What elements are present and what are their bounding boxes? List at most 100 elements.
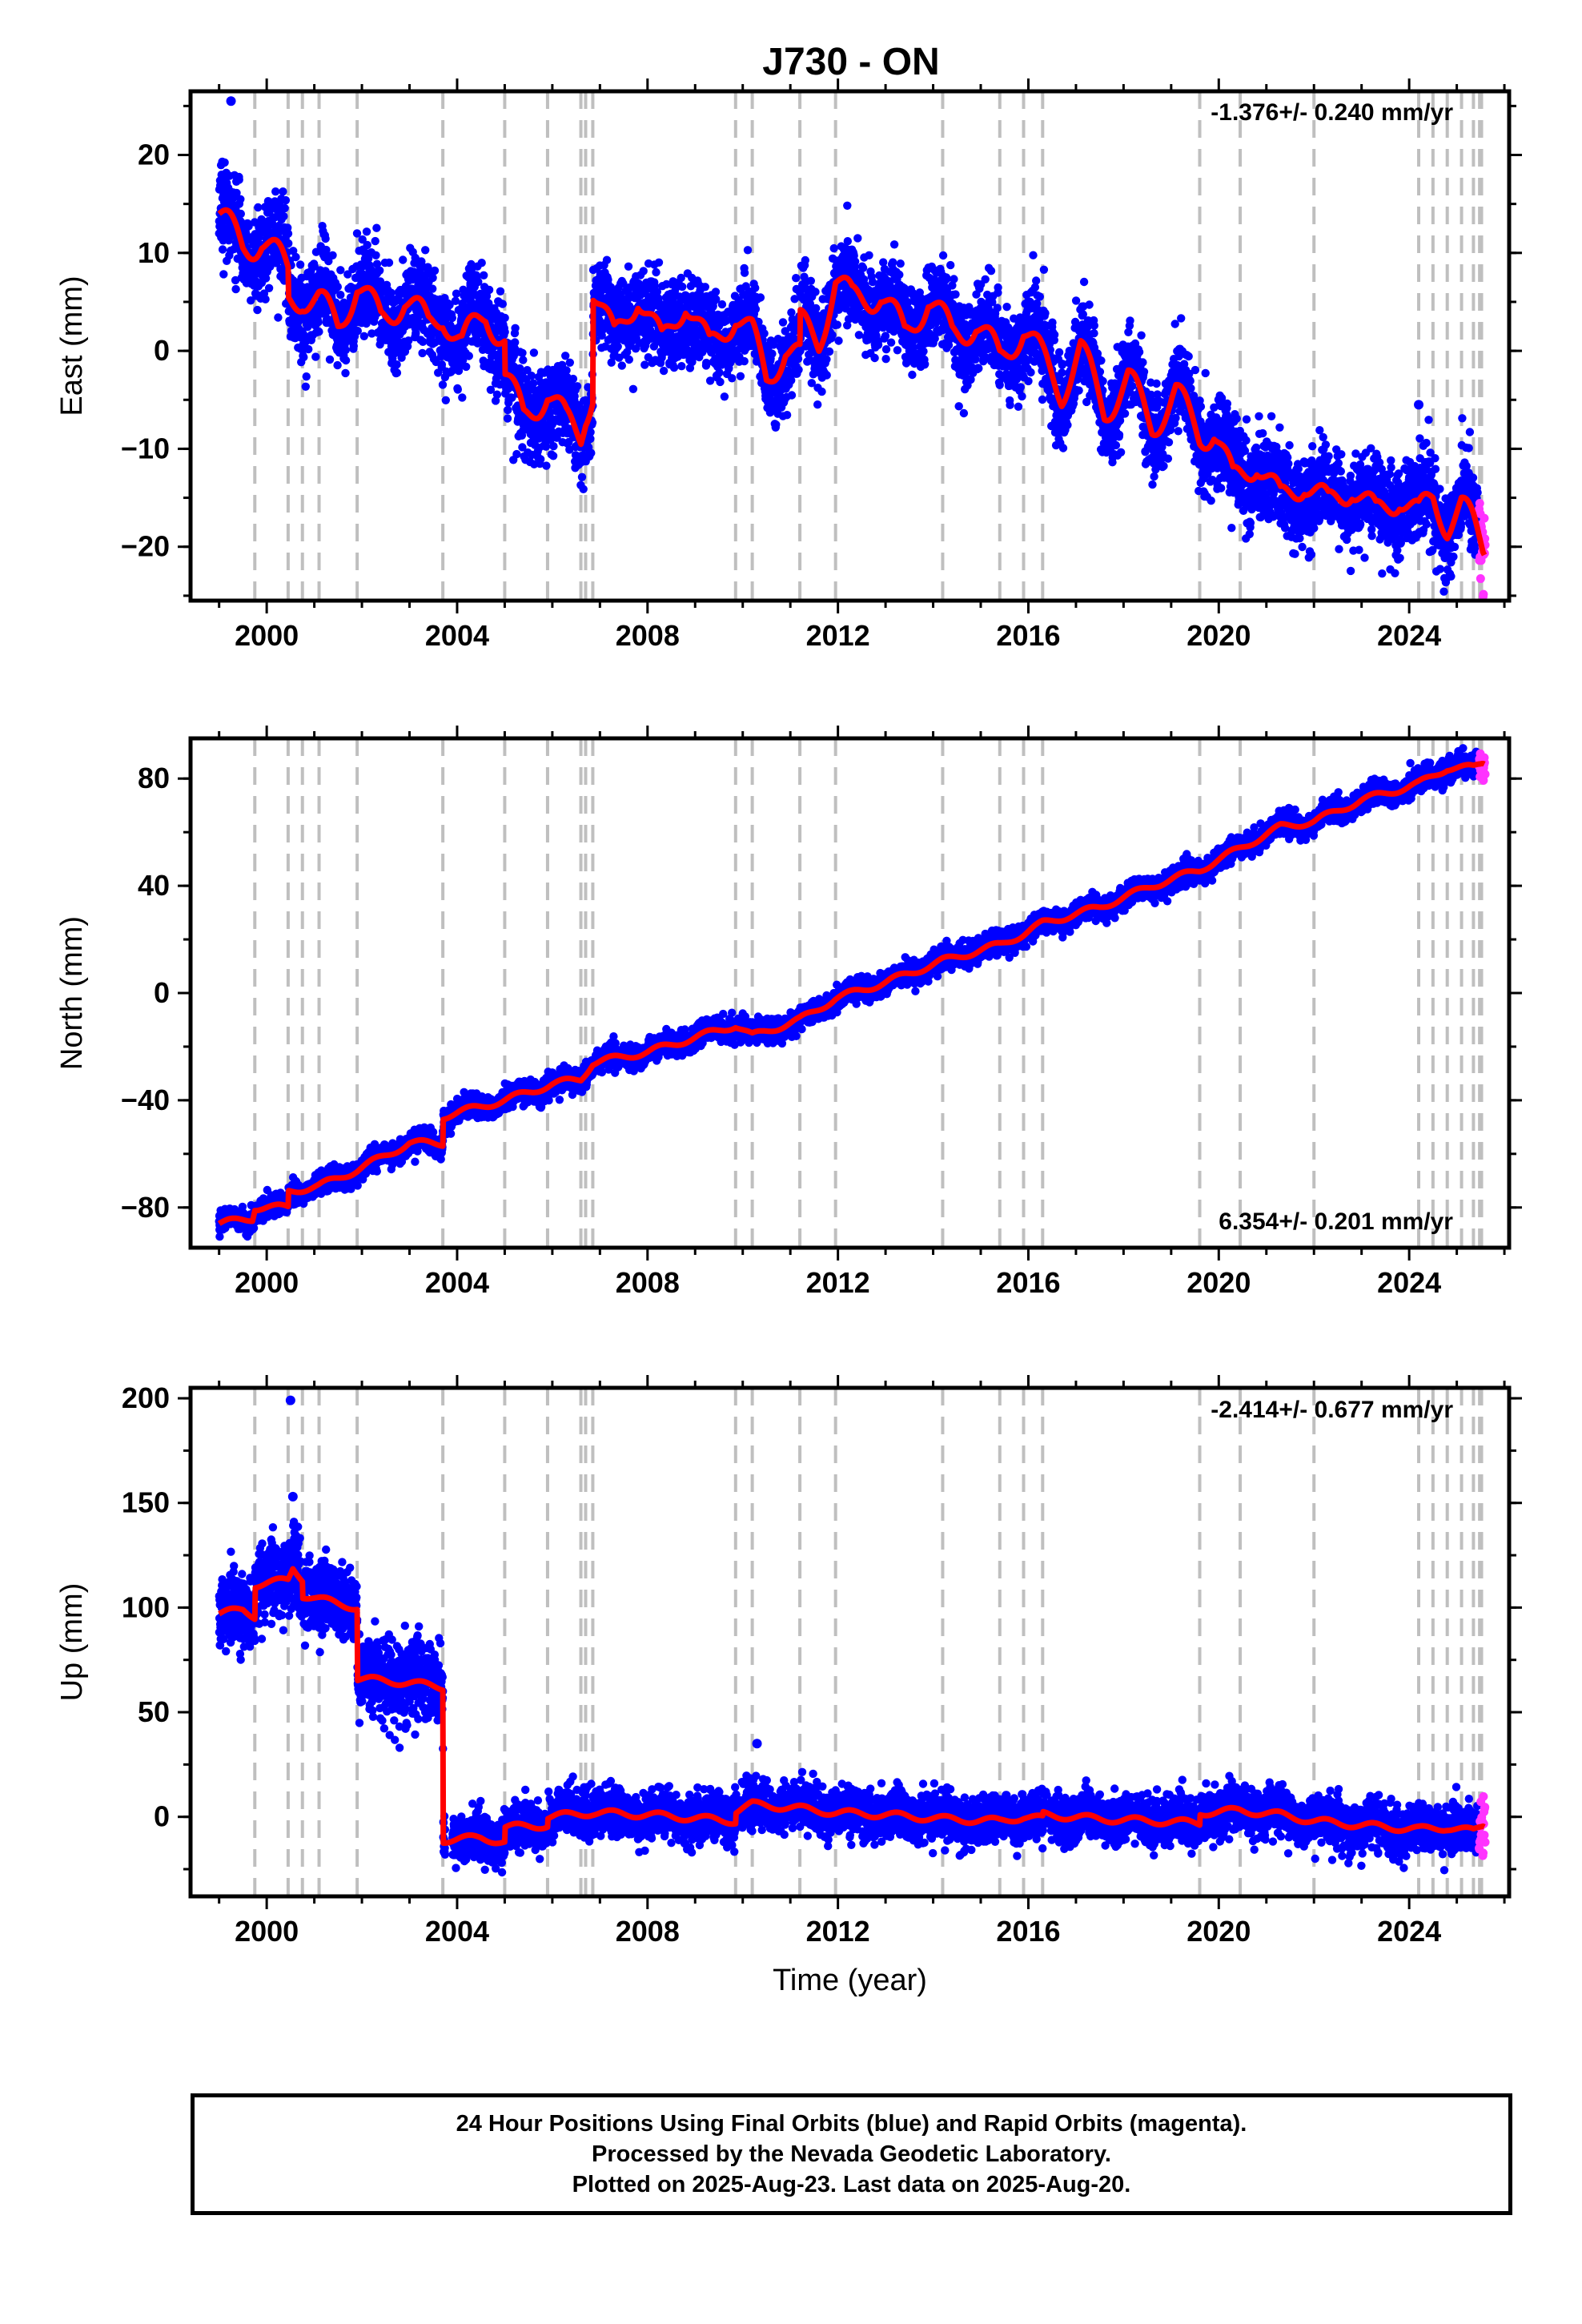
data-point [995, 380, 1004, 389]
data-point [829, 243, 838, 253]
data-point [772, 420, 781, 429]
data-point [343, 270, 352, 279]
data-point [458, 393, 467, 402]
data-point [946, 260, 955, 270]
data-point [274, 313, 283, 322]
data-point [565, 358, 574, 367]
data-point [421, 246, 430, 255]
data-point [235, 175, 243, 184]
data-point [886, 338, 896, 347]
data-point [834, 336, 843, 345]
data-point [295, 260, 305, 269]
data-point [893, 346, 902, 355]
data-point [448, 313, 456, 323]
data-point [236, 195, 245, 203]
data-point [659, 366, 669, 376]
data-point [492, 390, 502, 399]
data-point [552, 433, 561, 442]
data-point [854, 331, 864, 340]
data-point [921, 360, 930, 368]
data-point [577, 472, 587, 481]
data-point [264, 283, 274, 292]
data-point [281, 195, 291, 205]
data-point [279, 211, 288, 221]
data-point [283, 229, 293, 238]
data-point [404, 336, 413, 345]
data-point [640, 360, 649, 369]
data-point [677, 362, 686, 371]
data-point [503, 414, 512, 423]
data-point [1038, 395, 1047, 404]
data-point [812, 304, 821, 313]
data-point [938, 251, 948, 260]
data-point [1039, 265, 1049, 274]
data-point [701, 283, 709, 292]
final-orbit-points [215, 96, 1483, 601]
data-point [371, 236, 379, 246]
data-point [322, 245, 331, 255]
data-point [652, 267, 661, 277]
data-point [500, 313, 509, 323]
data-point [994, 283, 1002, 292]
data-point [341, 356, 351, 365]
data-point [529, 348, 539, 357]
data-point [889, 240, 899, 249]
data-point [822, 371, 831, 380]
data-point [715, 368, 724, 377]
data-point [828, 331, 837, 340]
data-point [743, 246, 753, 255]
data-point [865, 251, 873, 259]
data-point [424, 263, 432, 271]
data-point [453, 385, 462, 394]
data-point [464, 352, 473, 360]
data-point [451, 296, 460, 305]
data-point [756, 293, 765, 302]
data-point [579, 485, 588, 493]
data-point [271, 187, 280, 196]
data-point [1006, 400, 1014, 409]
data-point [1035, 292, 1045, 301]
data-point [508, 393, 516, 402]
data-point [512, 449, 521, 459]
data-point [787, 391, 797, 400]
data-point [384, 258, 394, 267]
data-point [254, 203, 263, 212]
data-point [1058, 444, 1068, 452]
data-point [782, 411, 792, 420]
data-point [311, 247, 321, 256]
data-point [236, 209, 245, 219]
data-point [372, 259, 382, 268]
data-point [519, 356, 528, 364]
data-point [981, 275, 990, 283]
data-point [587, 448, 596, 457]
east-panel: 2000 2004 2008 2012 2016 2020 202420100−10−20E… [55, 78, 1522, 652]
data-point [482, 292, 492, 300]
data-point [959, 408, 969, 418]
data-point [548, 452, 558, 460]
data-point [441, 396, 450, 404]
data-point [536, 455, 545, 464]
data-point [806, 276, 815, 285]
data-point [1050, 330, 1059, 340]
data-point [299, 352, 308, 362]
data-point [628, 384, 638, 393]
data-point [328, 251, 337, 259]
data-point [496, 287, 505, 296]
data-point [500, 328, 509, 336]
data-point [950, 275, 958, 283]
data-point [793, 354, 803, 364]
data-point [511, 324, 520, 332]
data-point [244, 222, 253, 231]
data-point [822, 355, 831, 364]
data-point [881, 355, 890, 364]
data-point [1014, 402, 1023, 411]
data-point [333, 283, 342, 292]
data-point [430, 266, 440, 275]
data-point [654, 258, 664, 267]
data-point [528, 379, 538, 388]
data-point [224, 234, 234, 243]
data-point [362, 227, 371, 236]
data-point [993, 304, 1002, 312]
data-point [353, 327, 362, 336]
